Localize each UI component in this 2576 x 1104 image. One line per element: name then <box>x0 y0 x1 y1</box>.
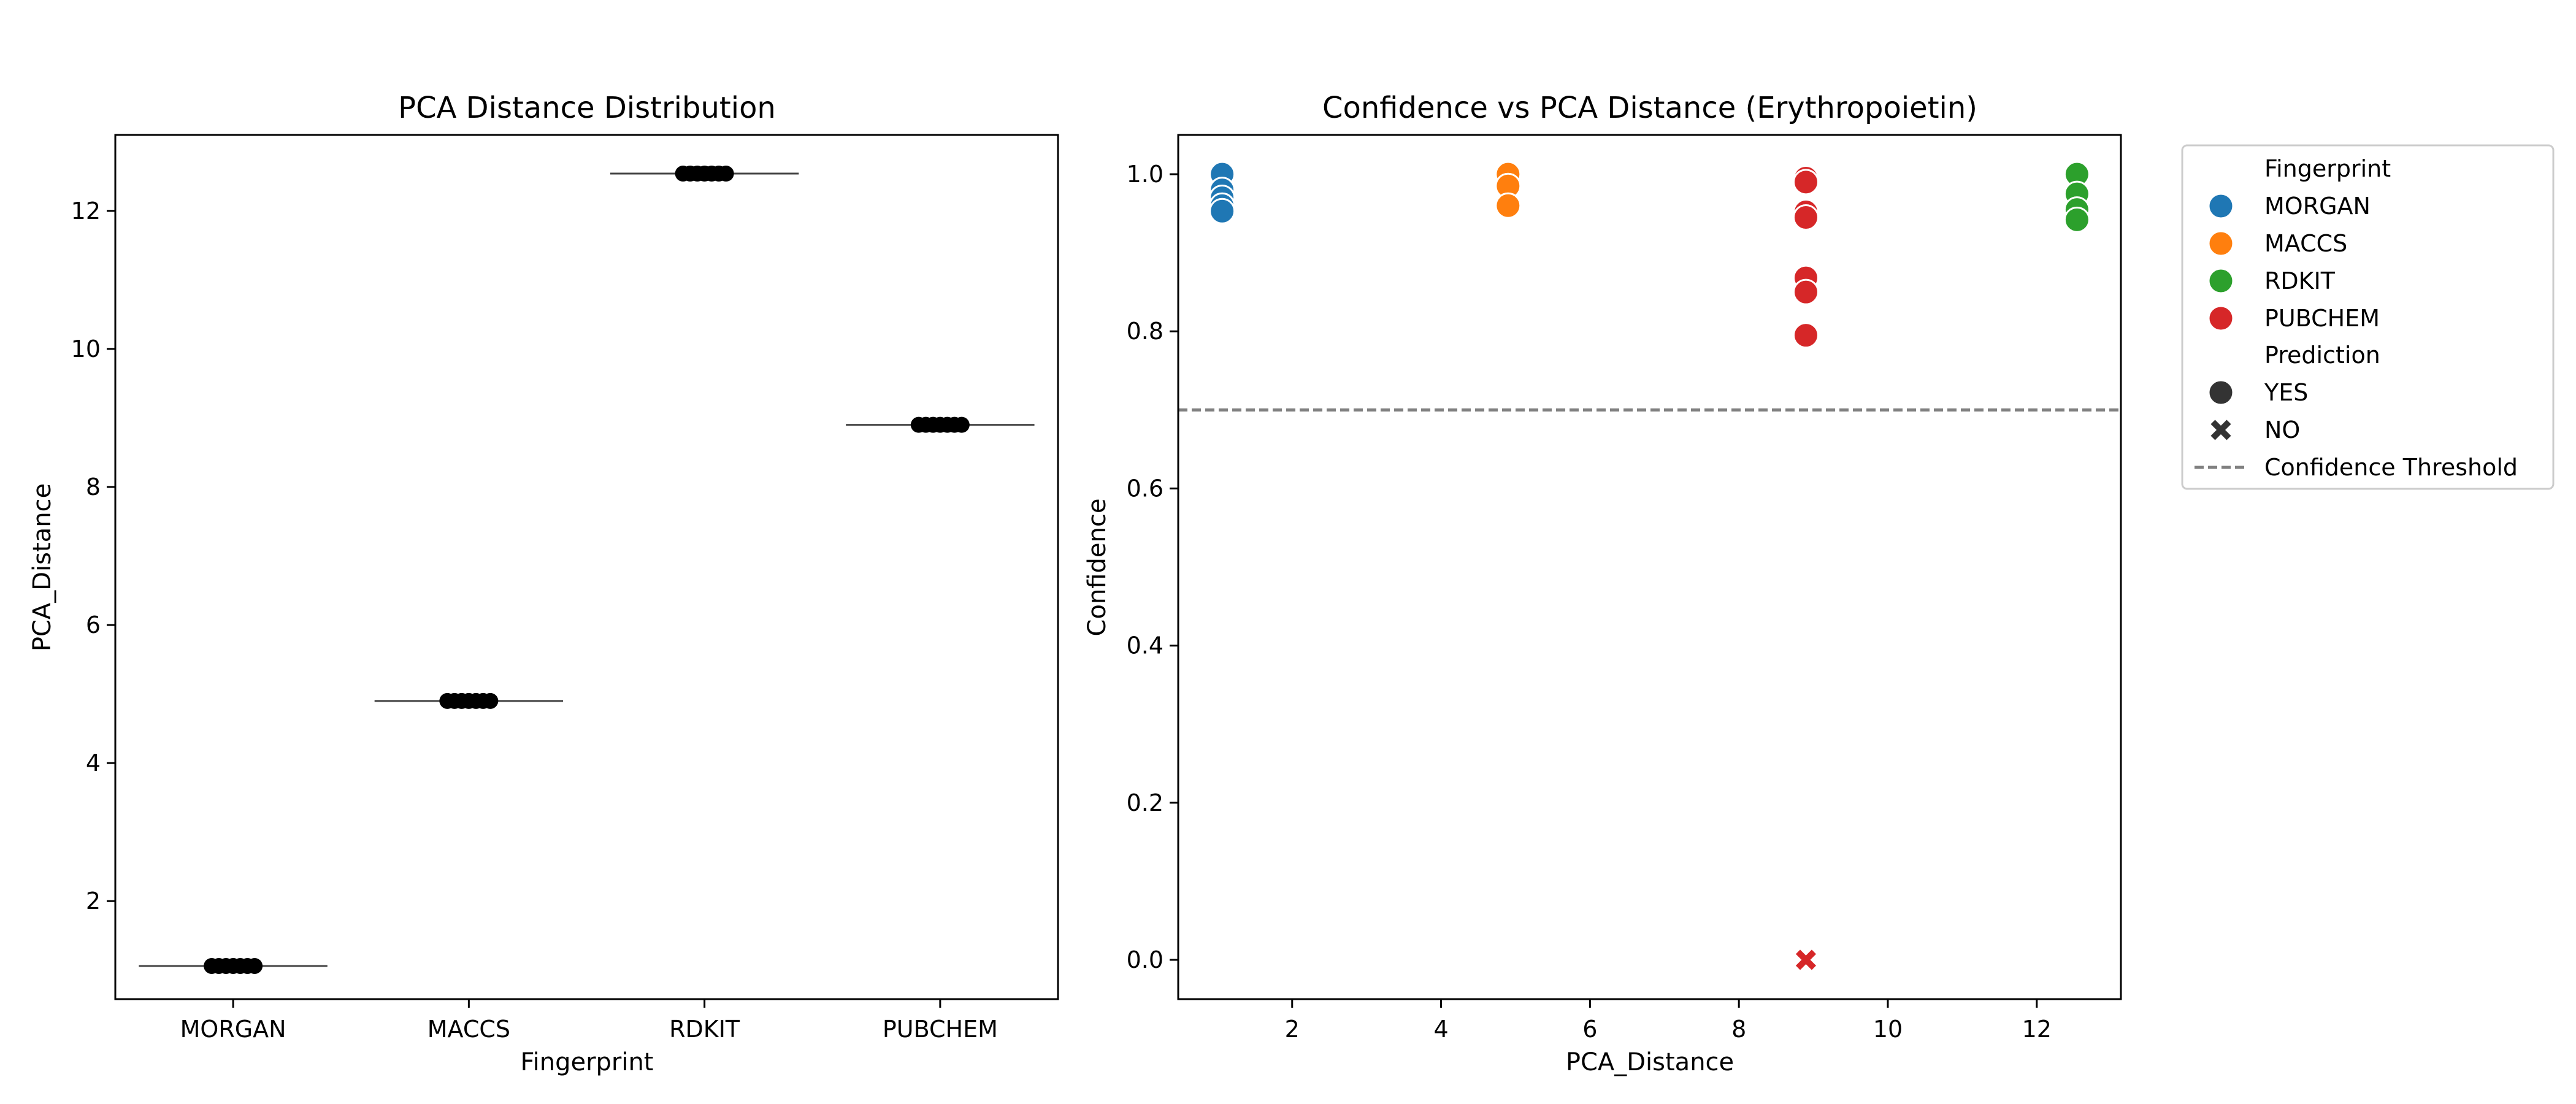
legend-x-marker <box>2210 420 2231 440</box>
left-y-tick-label: 10 <box>71 335 101 362</box>
distribution-marks <box>139 166 1035 974</box>
right-y-ticks: 0.0 0.2 0.4 0.6 0.8 1.0 <box>1127 161 1178 973</box>
legend-label-no: NO <box>2264 416 2300 443</box>
left-y-tick-label: 2 <box>86 887 101 914</box>
scatter-point-no-pubchem <box>1795 949 1816 970</box>
legend-frame <box>2181 144 2555 490</box>
legend-label-morgan: MORGAN <box>2264 193 2371 220</box>
x-marker-stroke <box>1795 949 1816 970</box>
right-y-tick-label: 0.2 <box>1127 789 1163 816</box>
right-y-tick-label: 0.4 <box>1127 632 1163 659</box>
right-plot-frame <box>1177 134 2122 1000</box>
legend-label-maccs: MACCS <box>2264 230 2347 257</box>
scatter-marks <box>1178 161 2121 970</box>
right-chart-title: Confidence vs PCA Distance (Erythropoiet… <box>1322 91 1977 125</box>
strip-point-morgan <box>247 957 263 974</box>
strip-point-maccs <box>482 692 499 709</box>
left-y-tick-label: 8 <box>86 473 101 500</box>
scatter-point-pubchem <box>1792 169 1819 196</box>
strip-point-rdkit <box>718 166 734 182</box>
left-y-ticks: 2 4 6 8 10 12 <box>71 197 115 914</box>
legend-swatch-pubchem <box>2207 305 2234 332</box>
right-x-tick-label: 4 <box>1433 1016 1448 1043</box>
scatter-point-pubchem <box>1792 322 1819 349</box>
legend-threshold-label: Confidence Threshold <box>2264 454 2518 481</box>
legend-circle-marker <box>2207 379 2234 406</box>
left-x-tick-label: MORGAN <box>180 1016 286 1043</box>
scatter-point-maccs <box>1495 192 1522 219</box>
left-y-axis-label: PCA_Distance <box>28 483 56 651</box>
legend-style-entries: YES NO <box>2207 379 2308 443</box>
legend-hue-title: Fingerprint <box>2264 155 2391 182</box>
legend-label-yes: YES <box>2264 379 2308 406</box>
left-x-ticks: MORGAN MACCS RDKIT PUBCHEM <box>180 999 998 1043</box>
right-x-tick-label: 8 <box>1731 1016 1746 1043</box>
right-x-axis-label: PCA_Distance <box>1566 1048 1734 1076</box>
legend-swatch-maccs <box>2207 230 2234 257</box>
distribution-chart: PCA Distance Distribution 2 4 6 8 10 12 MORGA… <box>28 91 1059 1076</box>
left-x-axis-label: Fingerprint <box>521 1048 654 1076</box>
right-x-ticks: 2 4 6 8 10 12 <box>1285 999 2052 1043</box>
left-y-tick-label: 6 <box>86 611 101 638</box>
right-y-tick-label: 0.0 <box>1127 946 1163 973</box>
scatter-point-rdkit <box>2063 206 2090 233</box>
right-x-tick-label: 6 <box>1582 1016 1597 1043</box>
left-x-tick-label: MACCS <box>427 1016 510 1043</box>
legend: Fingerprint MORGAN MACCS RDKIT PUBCHEM Pred… <box>2181 144 2555 490</box>
strip-point-pubchem <box>953 416 970 433</box>
legend-swatch-rdkit <box>2207 267 2234 294</box>
right-x-tick-label: 12 <box>2022 1016 2052 1043</box>
right-y-tick-label: 0.6 <box>1127 475 1163 502</box>
right-x-tick-label: 10 <box>1873 1016 1903 1043</box>
right-y-axis-label: Confidence <box>1083 499 1111 637</box>
right-y-tick-label: 0.8 <box>1127 318 1163 345</box>
right-x-tick-label: 2 <box>1285 1016 1300 1043</box>
left-chart-title: PCA Distance Distribution <box>398 91 776 125</box>
left-y-tick-label: 12 <box>71 197 101 224</box>
legend-hue-entries: MORGAN MACCS RDKIT PUBCHEM <box>2207 193 2380 332</box>
legend-swatch-morgan <box>2207 193 2234 220</box>
scatter-point-pubchem <box>1792 278 1819 305</box>
left-plot-frame <box>114 134 1059 1000</box>
right-y-tick-label: 1.0 <box>1127 161 1163 188</box>
scatter-chart: Confidence vs PCA Distance (Erythropoiet… <box>1083 91 2122 1076</box>
legend-label-rdkit: RDKIT <box>2264 267 2336 294</box>
scatter-point-pubchem <box>1792 204 1819 231</box>
scatter-point-morgan <box>1209 197 1236 224</box>
legend-label-pubchem: PUBCHEM <box>2264 305 2380 332</box>
legend-style-title: Prediction <box>2264 342 2380 369</box>
left-x-tick-label: PUBCHEM <box>883 1016 998 1043</box>
left-x-tick-label: RDKIT <box>669 1016 740 1043</box>
left-y-tick-label: 4 <box>86 749 101 776</box>
